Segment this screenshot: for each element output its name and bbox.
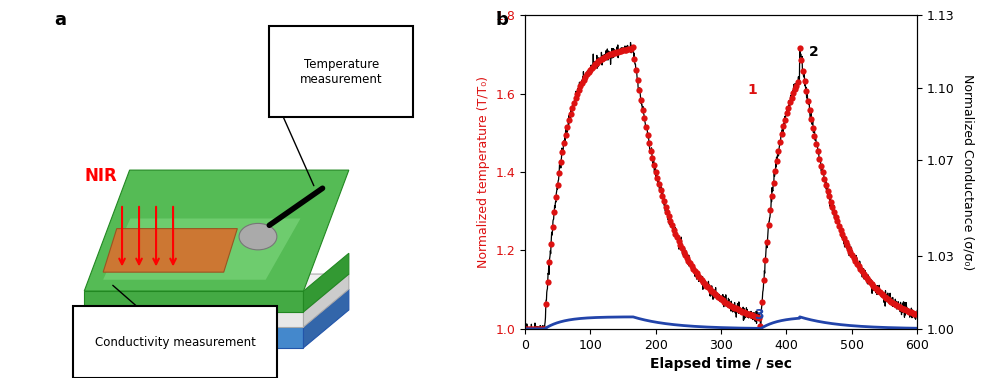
Polygon shape [303, 274, 349, 327]
Y-axis label: Normalized temperature (T/T₀): Normalized temperature (T/T₀) [477, 76, 490, 268]
FancyBboxPatch shape [73, 306, 277, 378]
Polygon shape [84, 327, 303, 348]
Polygon shape [84, 312, 303, 327]
Text: Conductivity measurement: Conductivity measurement [94, 336, 255, 349]
Text: 1: 1 [748, 82, 757, 96]
Polygon shape [103, 218, 300, 280]
Text: 3: 3 [753, 308, 763, 322]
Text: Temperature
measurement: Temperature measurement [300, 58, 383, 86]
Polygon shape [84, 291, 303, 312]
Text: NIR: NIR [84, 167, 117, 184]
Polygon shape [84, 170, 349, 291]
Ellipse shape [239, 223, 277, 250]
Polygon shape [84, 274, 349, 312]
Y-axis label: Normalized Conductance (σ/σ₀): Normalized Conductance (σ/σ₀) [961, 74, 974, 270]
Text: a: a [54, 11, 66, 29]
FancyBboxPatch shape [270, 26, 413, 117]
Text: b: b [495, 11, 508, 29]
Polygon shape [103, 229, 237, 272]
Polygon shape [303, 253, 349, 312]
X-axis label: Elapsed time / sec: Elapsed time / sec [650, 357, 792, 371]
Polygon shape [84, 289, 349, 327]
Text: 2: 2 [809, 45, 819, 59]
Polygon shape [303, 289, 349, 348]
